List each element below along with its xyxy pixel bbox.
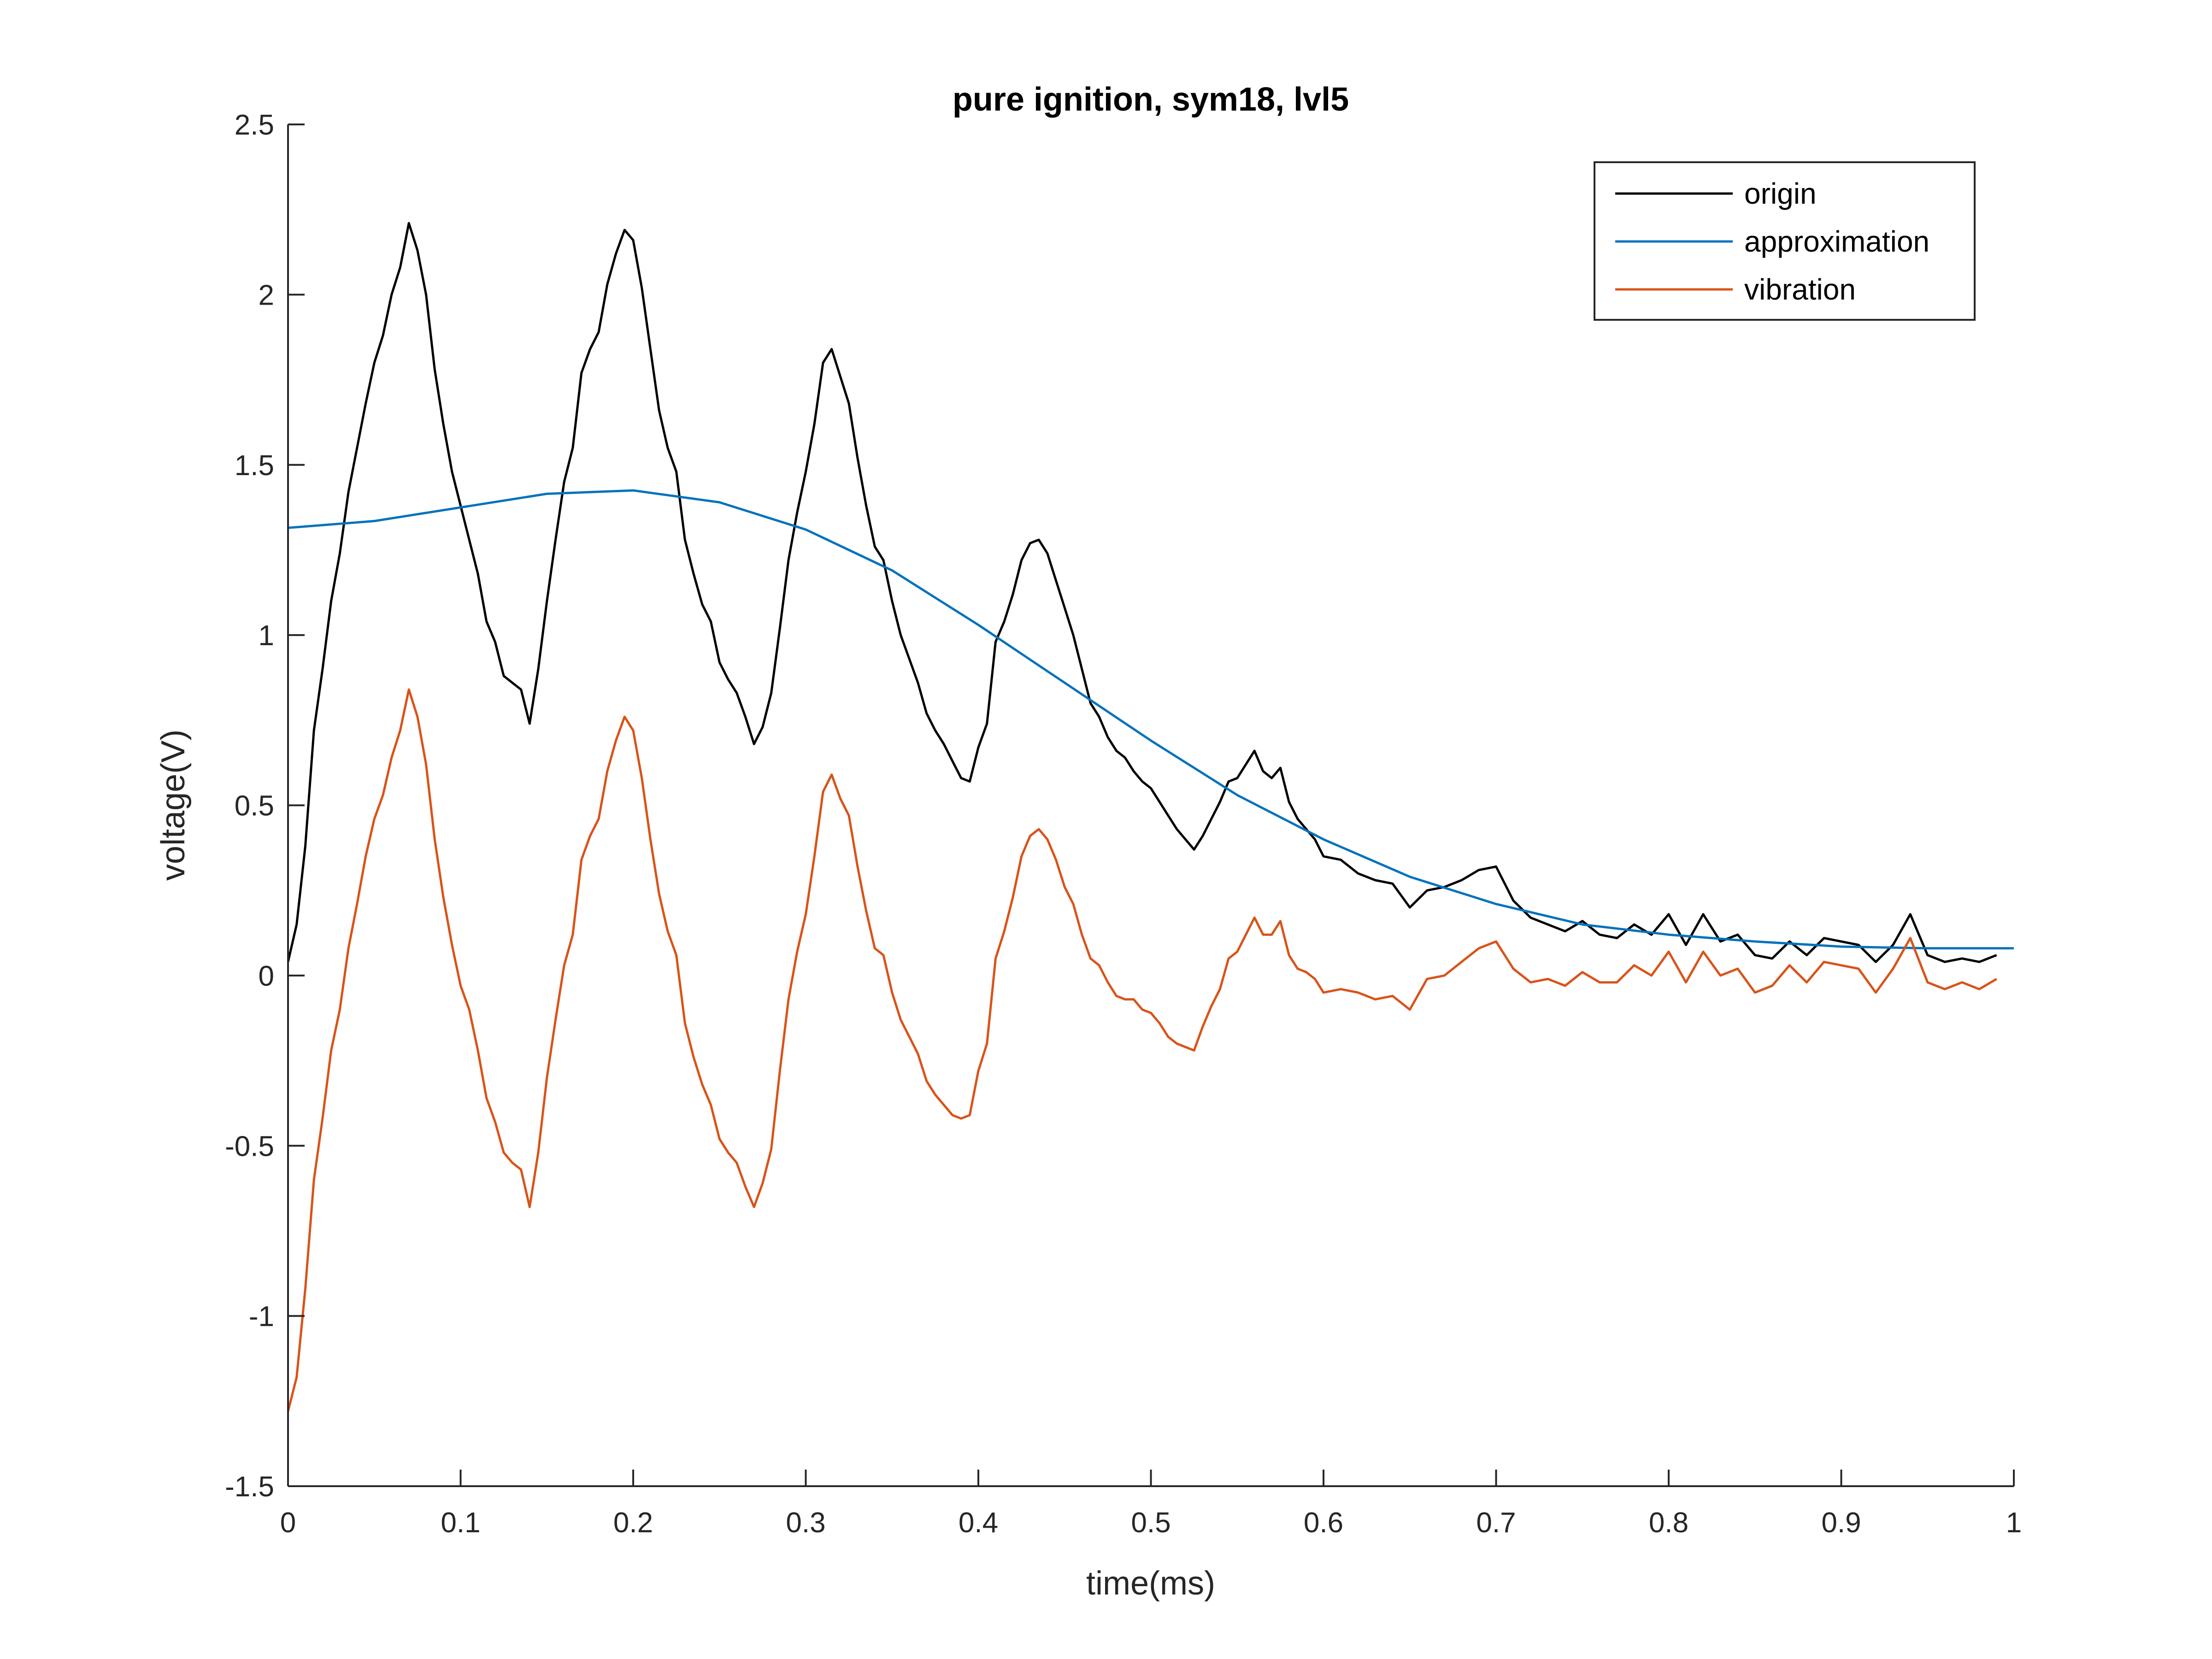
x-tick-label: 0.3 [786,1507,825,1539]
y-tick-label: 2.5 [235,109,274,141]
chart-title: pure ignition, sym18, lvl5 [953,81,1349,118]
x-tick-label: 1 [2006,1507,2022,1539]
x-tick-label: 0.6 [1304,1507,1343,1539]
plot-area [288,124,2014,1486]
x-tick-label: 0.7 [1476,1507,1516,1539]
legend-label-origin: origin [1744,177,1817,210]
legend-label-approximation: approximation [1744,225,1930,258]
y-axis-title: voltage(V) [155,729,192,881]
x-tick-label: 0 [280,1507,296,1539]
x-tick-label: 0.9 [1821,1507,1861,1539]
y-tick-label: 0.5 [235,790,274,822]
x-tick-label: 0.1 [441,1507,480,1539]
legend: origin approximation vibration [1594,162,1975,320]
x-tick-label: 0.8 [1649,1507,1688,1539]
y-tick-label: -1.5 [225,1471,274,1503]
y-tick-label: -1 [249,1301,274,1333]
y-tick-label: 1.5 [235,450,274,482]
x-tick-label: 0.5 [1131,1507,1171,1539]
x-tick-label: 0.4 [959,1507,998,1539]
x-axis-title: time(ms) [1086,1565,1215,1602]
y-tick-label: 2 [259,279,274,311]
y-tick-label: 0 [259,960,274,992]
y-tick-label: -0.5 [225,1130,274,1162]
legend-label-vibration: vibration [1744,273,1856,306]
y-tick-label: 1 [259,620,274,652]
x-tick-label: 0.2 [613,1507,653,1539]
